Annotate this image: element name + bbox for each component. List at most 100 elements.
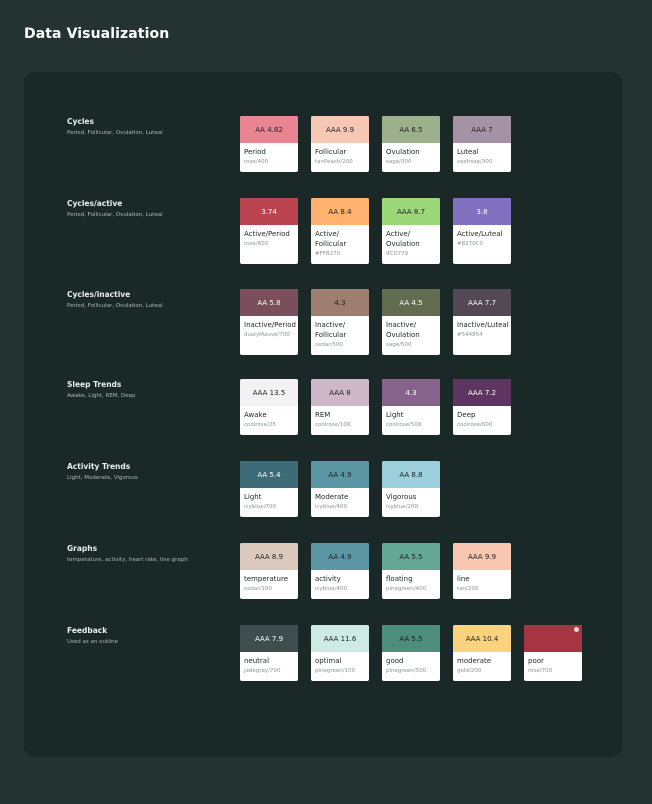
color-card[interactable]: AA 5.4 Light icyblue/700 [240,461,298,517]
contrast-badge: AA 4.9 [328,470,352,479]
color-token: icyblue/200 [386,504,419,510]
color-card[interactable]: AAA 10.4 moderate gold/200 [453,625,511,681]
section-subtitle: Period, Follicular, Ovulation, Luteal [67,212,163,218]
page-title: Data Visualization [24,26,170,42]
color-name: Follicular [315,148,347,156]
color-name: Active/Luteal [457,230,503,238]
color-token: 9CD779 [386,251,409,257]
section-subtitle: Awake, Light, REM, Deep [67,393,136,399]
color-name: Ovulation [386,148,420,156]
color-token: rose/600 [244,241,269,247]
color-card[interactable]: AAA 7 Luteal coolrose/300 [453,116,511,172]
indicator-dot-icon [574,627,579,632]
section-subtitle: Light, Moderate, Vigorous [67,475,138,481]
section-title: Sleep Trends [67,380,122,389]
color-name: poor [528,657,544,665]
color-token: icyblue/400 [315,586,348,592]
color-token: icyblue/400 [315,504,348,510]
color-card[interactable]: 4.3 Light coolrose/500 [382,379,440,435]
color-card[interactable]: AAA 7.2 Deep coolrose/600 [453,379,511,435]
color-name: Active/ Ovulation [386,230,420,248]
color-card[interactable]: AAA 13.5 Awake coolrose/25 [240,379,298,435]
color-name: REM [315,411,331,419]
contrast-badge: AA 4.5 [399,298,423,307]
color-swatch: AAA 10.4 [453,625,511,652]
color-name: Light [386,411,404,419]
color-card[interactable]: AAA 8 REM coolrose/100 [311,379,369,435]
color-swatch: AA 5.5 [382,543,440,570]
color-token: coolrose/300 [457,159,493,165]
contrast-badge: AAA 13.5 [252,388,286,397]
color-name: line [457,575,470,583]
color-token: rose/700 [528,668,553,674]
color-card[interactable]: AA 5.8 Inactive/Period dustyMauve/700 [240,289,298,355]
section-title: Graphs [67,544,98,553]
section-title: Cycles/active [67,199,123,208]
contrast-badge: AA 6.5 [399,125,423,134]
color-token: #8270C0 [457,241,483,247]
color-card[interactable]: 4.3 Inactive/ Follicular cedar/500 [311,289,369,355]
color-swatch: AA 5.4 [240,461,298,488]
color-swatch: AAA 11.6 [311,625,369,652]
contrast-badge: AAA 7.9 [254,634,284,643]
color-card[interactable]: AA 6.5 Ovulation sage/300 [382,116,440,172]
color-token: pinegreen/100 [315,668,356,674]
color-card[interactable]: AA 5.5 good pinegreen/500 [382,625,440,681]
color-card[interactable]: AA 4.9 Moderate icyblue/400 [311,461,369,517]
color-card[interactable]: AAA 11.6 optimal pinegreen/100 [311,625,369,681]
color-name: neutral [244,657,270,665]
color-swatch: AAA 13.5 [240,379,298,406]
color-card[interactable]: poor rose/700 [524,625,582,681]
color-swatch: AAA 7 [453,116,511,143]
contrast-badge: 4.3 [405,388,417,397]
color-card[interactable]: AAA 9.9 Follicular tanPeach/200 [311,116,369,172]
color-name: floating [386,575,413,583]
color-name: Awake [244,411,267,419]
contrast-badge: AAA 7.2 [467,388,497,397]
color-swatch [524,625,582,652]
color-card[interactable]: AA 8.4 Active/ Follicular #FFB270 [311,198,369,264]
color-token: pinegreen/500 [386,668,427,674]
color-card[interactable]: AA 8.8 Vigorous icyblue/200 [382,461,440,517]
color-swatch: AA 4.82 [240,116,298,143]
color-swatch: AAA 7.2 [453,379,511,406]
color-card[interactable]: 3.8 Active/Luteal #8270C0 [453,198,511,264]
color-card[interactable]: AA 4.5 Inactive/ Ovulation sage/500 [382,289,440,355]
contrast-badge: 4.3 [334,298,346,307]
contrast-badge: AA 5.4 [257,470,281,479]
color-name: Active/Period [244,230,290,238]
contrast-badge: AA 5.5 [399,552,423,561]
color-card[interactable]: AA 5.5 floating pinegreen/400 [382,543,440,599]
color-card[interactable]: AAA 7.7 Inactive/Luteal #544854 [453,289,511,355]
contrast-badge: AAA 8.9 [254,552,284,561]
color-token: tan/200 [457,586,479,592]
color-card[interactable]: 3.74 Active/Period rose/600 [240,198,298,264]
contrast-badge: AA 5.5 [399,634,423,643]
color-swatch: AA 5.5 [382,625,440,652]
color-card[interactable]: AAA 8.9 temperature cedar/100 [240,543,298,599]
section-title: Feedback [67,626,108,635]
contrast-badge: 3.74 [261,207,277,216]
color-swatch: AAA 7.7 [453,289,511,316]
color-token: coolrose/500 [386,422,422,428]
contrast-badge: AA 5.8 [257,298,281,307]
color-token: #544854 [457,332,483,338]
contrast-badge: AA 8.8 [399,470,423,479]
color-swatch: 4.3 [382,379,440,406]
color-name: Vigorous [386,493,417,501]
contrast-badge: AAA 9.9 [325,125,355,134]
section-subtitle: Used as an outline [67,639,119,645]
color-token: sage/500 [386,342,412,348]
color-card[interactable]: AA 4.9 activity icyblue/400 [311,543,369,599]
section-subtitle: Period, Follicular, Ovulation, Luteal [67,130,163,136]
color-card[interactable]: AA 4.82 Period rose/400 [240,116,298,172]
color-token: coolrose/100 [315,422,351,428]
color-card[interactable]: AAA 8.7 Active/ Ovulation 9CD779 [382,198,440,264]
color-name: Period [244,148,266,156]
color-card[interactable]: AAA 7.9 neutral jadegray/700 [240,625,298,681]
section-title: Cycles [67,117,94,126]
section-title: Cycles/inactive [67,290,131,299]
color-swatch: AA 8.8 [382,461,440,488]
contrast-badge: AAA 7.7 [467,298,497,307]
color-card[interactable]: AAA 9.9 line tan/200 [453,543,511,599]
